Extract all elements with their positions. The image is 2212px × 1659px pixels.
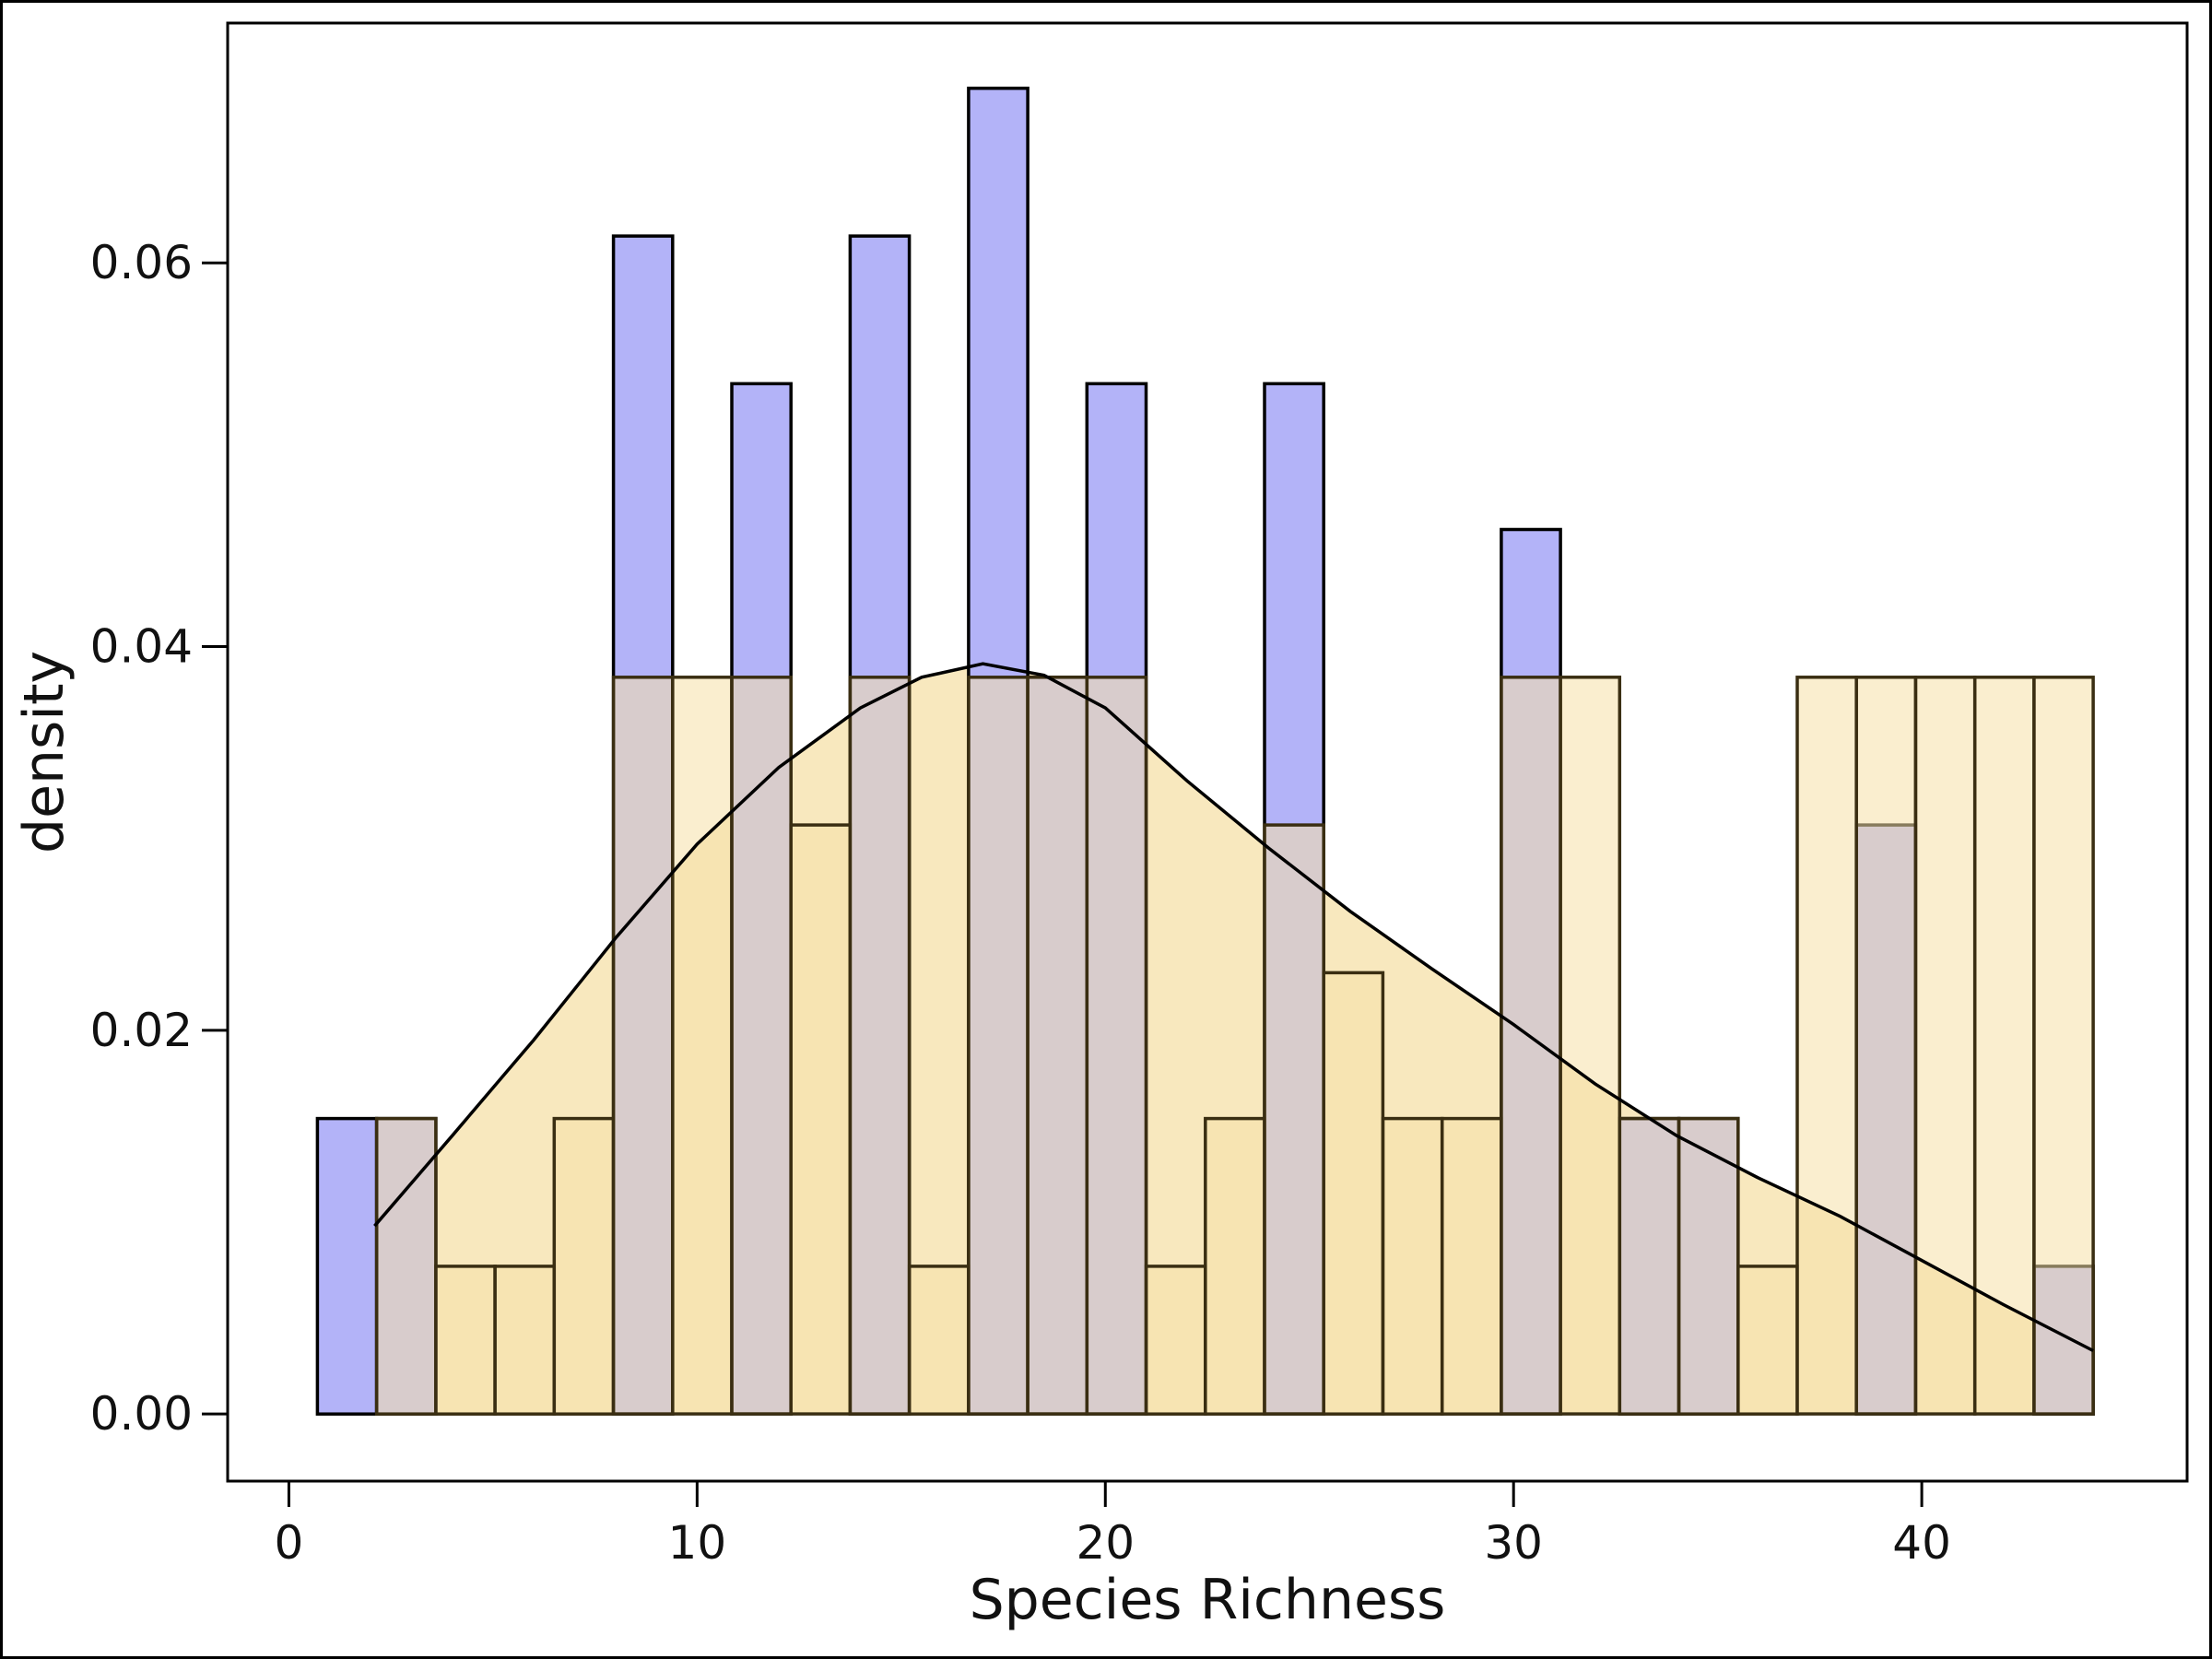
yellow-histogram-bar [1144,1265,1207,1416]
yellow-histogram-bar [1677,1116,1740,1416]
yellow-histogram-bar [1085,676,1148,1416]
yellow-histogram-bar [1736,1265,1799,1416]
bars-layer [315,87,2095,1416]
y-tick-label: 0.04 [90,620,193,674]
y-axis-label: density [12,651,76,853]
yellow-histogram-bar [1204,1116,1266,1416]
yellow-histogram-bar [2032,676,2095,1416]
density-curve-layer [373,662,2094,1353]
y-tick-label: 0.02 [90,1004,193,1057]
yellow-histogram-bar [1026,676,1089,1416]
yellow-histogram-bar [1795,676,1858,1416]
yellow-histogram-bar [552,1116,616,1416]
yellow-histogram-bar [1322,971,1385,1416]
y-tick-label: 0.00 [90,1387,193,1441]
yellow-histogram-bar [493,1265,557,1416]
yellow-histogram-bar [1559,676,1622,1416]
yellow-histogram-bar [730,676,793,1416]
yellow-histogram-bar [789,823,853,1416]
axis-layer: 0 10 20 30 40 0.00 0.02 0.04 0.06 [90,236,1951,1570]
yellow-histogram-bar [1440,1116,1503,1416]
blue-histogram-bar [315,1116,379,1416]
yellow-histogram-bar [907,1265,971,1416]
yellow-histogram-bar [671,676,734,1416]
x-tick-label: 0 [275,1516,304,1570]
yellow-histogram-bar [1381,1116,1444,1416]
yellow-histogram-bar [1913,676,1977,1416]
x-tick-label: 30 [1484,1516,1543,1570]
yellow-histogram-bar [1263,823,1325,1416]
yellow-histogram-bar [1618,1116,1681,1416]
x-tick-label: 20 [1076,1516,1135,1570]
yellow-histogram-bar [434,1265,497,1416]
yellow-histogram-bar [1854,676,1918,1416]
yellow-histogram-bar [848,676,912,1416]
yellow-histogram-bar [611,676,675,1416]
yellow-histogram-bar [967,676,1030,1416]
x-tick-label: 40 [1892,1516,1951,1570]
yellow-histogram-bar [1500,676,1562,1416]
x-tick-label: 10 [668,1516,727,1570]
y-tick-label: 0.06 [90,236,193,289]
density-curve [373,662,2094,1353]
yellow-histogram-bar [1972,676,2036,1416]
x-axis-label: Species Richness [970,1568,1446,1632]
